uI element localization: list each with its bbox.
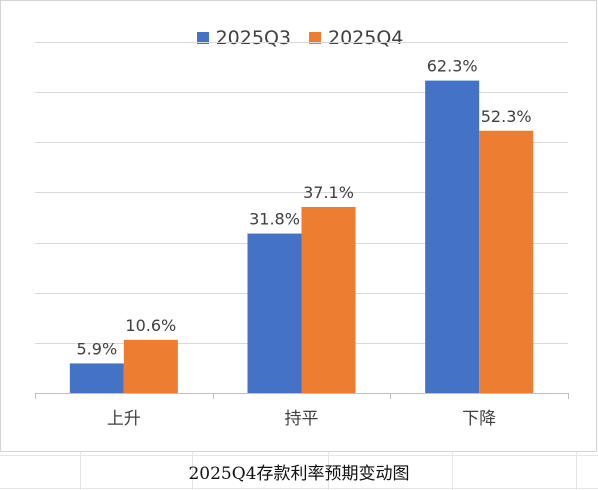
data-label: 5.9% xyxy=(77,339,118,358)
legend-swatch-series-1 xyxy=(196,32,209,44)
bar-series-1-3 xyxy=(425,80,480,394)
x-tick-label: 持平 xyxy=(285,409,319,429)
x-tick-label: 上升 xyxy=(107,409,141,429)
data-label: 31.8% xyxy=(249,210,300,229)
bar-series-2-1 xyxy=(123,339,178,393)
data-label: 62.3% xyxy=(427,57,478,76)
legend-label-series-1: 2025Q3 xyxy=(215,27,291,49)
bar-series-2-3 xyxy=(479,130,534,393)
chart-legend: 2025Q3 2025Q4 xyxy=(1,27,598,49)
bar-chart-plot: 5.9% 10.6% 上升 31.8%37.1% 持平 62.3% 52.3% 下降 xyxy=(35,42,569,429)
legend-item-series-2: 2025Q4 xyxy=(309,27,403,49)
x-tick-label: 下降 xyxy=(462,409,496,429)
legend-item-series-1: 2025Q3 xyxy=(196,27,291,49)
bar-series-1-1 xyxy=(69,363,124,393)
legend-label-series-2: 2025Q4 xyxy=(328,27,404,49)
data-label: 37.1% xyxy=(303,183,354,202)
data-label: 10.6% xyxy=(125,316,176,335)
bar-series-1-2 xyxy=(247,233,302,393)
bar-series-2-2 xyxy=(301,206,356,393)
chart-area: 2025Q3 2025Q4 5.9% 10.6% 上升 31.8% 37.1% 持平 62.… xyxy=(0,0,597,452)
chart-caption: 2025Q4存款利率预期变动图 xyxy=(188,464,410,484)
data-label: 52.3% xyxy=(481,107,532,126)
legend-swatch-series-2 xyxy=(309,32,321,44)
